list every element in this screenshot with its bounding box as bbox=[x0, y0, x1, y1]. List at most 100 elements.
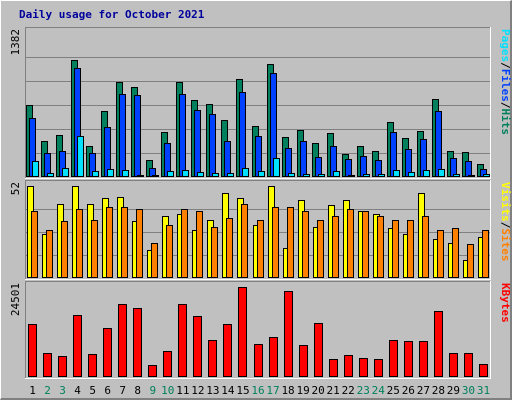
bar-pages-day-2 bbox=[47, 173, 54, 177]
day-label-6: 6 bbox=[104, 384, 111, 397]
bar-sites-day-8 bbox=[136, 209, 143, 278]
legend-separator: / bbox=[499, 62, 512, 69]
day-label-14: 14 bbox=[221, 384, 235, 397]
bar-pages-day-12 bbox=[197, 172, 204, 177]
day-label-25: 25 bbox=[387, 384, 400, 397]
bar-files-day-20 bbox=[315, 157, 322, 177]
bar-sites-day-10 bbox=[166, 225, 173, 278]
day-label-17: 17 bbox=[266, 384, 279, 397]
legend-pages: Pages bbox=[499, 29, 512, 62]
bar-pages-day-22 bbox=[348, 175, 355, 177]
day-label-27: 27 bbox=[417, 384, 430, 397]
bar-kbytes-day-9 bbox=[148, 365, 157, 377]
y-max-label: 24501 bbox=[9, 283, 22, 316]
bar-pages-day-8 bbox=[137, 175, 144, 177]
day-label-30: 30 bbox=[462, 384, 475, 397]
bar-kbytes-day-14 bbox=[223, 324, 232, 377]
bar-kbytes-day-4 bbox=[73, 315, 82, 377]
panel-legend: Visits/Sites bbox=[499, 182, 512, 262]
day-axis: 1 2 3 4 5 6 7 8 9 10 11 12 13 14 15 16 17 18 19 20 21 22 23 24 2… bbox=[29, 384, 490, 397]
chart-panels: 1382 Pages/Files/Hits 52 Visits/Sites 24501 K… bbox=[9, 27, 512, 379]
bar-kbytes-day-10 bbox=[163, 351, 172, 377]
bar-pages-day-13 bbox=[212, 173, 219, 177]
day-label-23: 23 bbox=[357, 384, 370, 397]
bar-pages-day-6 bbox=[107, 169, 114, 177]
bar-sites-day-22 bbox=[347, 209, 354, 278]
bar-sites-day-27 bbox=[422, 216, 429, 278]
bar-pages-day-17 bbox=[273, 158, 280, 177]
bar-pages-day-1 bbox=[32, 161, 39, 177]
bar-sites-day-21 bbox=[332, 216, 339, 278]
panel-hits-files-pages: 1382 Pages/Files/Hits bbox=[9, 27, 512, 179]
bar-pages-day-11 bbox=[182, 170, 189, 177]
bar-sites-day-19 bbox=[302, 211, 309, 278]
bar-files-day-15 bbox=[239, 92, 246, 177]
panel-legend: KBytes bbox=[499, 283, 512, 323]
bar-pages-day-29 bbox=[453, 174, 460, 177]
bar-sites-day-17 bbox=[272, 207, 279, 278]
bar-files-day-14 bbox=[224, 141, 231, 177]
bar-kbytes-day-26 bbox=[404, 341, 413, 377]
day-label-19: 19 bbox=[296, 384, 309, 397]
day-label-18: 18 bbox=[281, 384, 294, 397]
legend-hits: Hits bbox=[499, 109, 512, 136]
day-label-5: 5 bbox=[89, 384, 96, 397]
bar-sites-day-29 bbox=[452, 228, 459, 278]
bar-pages-day-15 bbox=[242, 168, 249, 177]
bar-files-day-7 bbox=[119, 94, 126, 177]
bar-files-day-8 bbox=[134, 95, 141, 177]
bar-files-day-25 bbox=[390, 132, 397, 177]
bar-files-day-11 bbox=[179, 94, 186, 177]
bar-files-day-22 bbox=[345, 159, 352, 177]
bar-sites-day-3 bbox=[61, 221, 68, 278]
day-label-15: 15 bbox=[236, 384, 249, 397]
bar-sites-day-1 bbox=[31, 211, 38, 278]
day-label-16: 16 bbox=[251, 384, 264, 397]
day-label-13: 13 bbox=[206, 384, 219, 397]
panel-legend: Pages/Files/Hits bbox=[499, 29, 512, 135]
bar-sites-day-26 bbox=[407, 220, 414, 278]
bar-pages-day-28 bbox=[438, 169, 445, 177]
y-max-label: 1382 bbox=[9, 29, 22, 56]
day-label-9: 9 bbox=[149, 384, 156, 397]
bar-pages-day-30 bbox=[468, 175, 475, 177]
bar-kbytes-day-31 bbox=[479, 364, 488, 377]
series-visits bbox=[27, 186, 485, 278]
bar-sites-day-23 bbox=[362, 211, 369, 278]
bar-pages-day-25 bbox=[393, 170, 400, 177]
bar-sites-day-20 bbox=[317, 220, 324, 278]
day-label-11: 11 bbox=[176, 384, 189, 397]
y-max-label: 52 bbox=[9, 182, 22, 195]
series-kbytes bbox=[28, 287, 488, 377]
bar-sites-day-11 bbox=[181, 209, 188, 278]
bar-kbytes-day-30 bbox=[464, 353, 473, 377]
bar-sites-day-5 bbox=[91, 220, 98, 278]
bar-kbytes-day-2 bbox=[43, 353, 52, 377]
bar-pages-day-26 bbox=[408, 172, 415, 177]
bar-kbytes-day-5 bbox=[88, 354, 97, 377]
bar-pages-day-7 bbox=[122, 170, 129, 177]
series-sites bbox=[31, 204, 489, 278]
bar-kbytes-day-3 bbox=[58, 356, 67, 377]
bar-sites-day-6 bbox=[106, 207, 113, 278]
day-label-12: 12 bbox=[191, 384, 204, 397]
bar-pages-day-16 bbox=[258, 171, 265, 177]
bar-sites-day-25 bbox=[392, 220, 399, 278]
legend-kbytes: KBytes bbox=[499, 283, 512, 323]
bar-kbytes-day-16 bbox=[254, 344, 263, 377]
bar-kbytes-day-22 bbox=[344, 355, 353, 377]
bar-kbytes-day-15 bbox=[238, 287, 247, 377]
bar-pages-day-9 bbox=[152, 175, 159, 177]
bar-sites-day-30 bbox=[467, 244, 474, 278]
series-pages bbox=[32, 136, 490, 177]
bar-files-day-19 bbox=[300, 141, 307, 177]
bar-pages-day-23 bbox=[363, 174, 370, 177]
day-label-21: 21 bbox=[327, 384, 340, 397]
legend-separator: / bbox=[499, 102, 512, 109]
bar-files-day-23 bbox=[360, 156, 367, 177]
bar-kbytes-day-1 bbox=[28, 324, 37, 377]
bar-pages-day-20 bbox=[318, 174, 325, 177]
bar-kbytes-day-23 bbox=[359, 358, 368, 377]
bar-pages-day-21 bbox=[333, 171, 340, 177]
